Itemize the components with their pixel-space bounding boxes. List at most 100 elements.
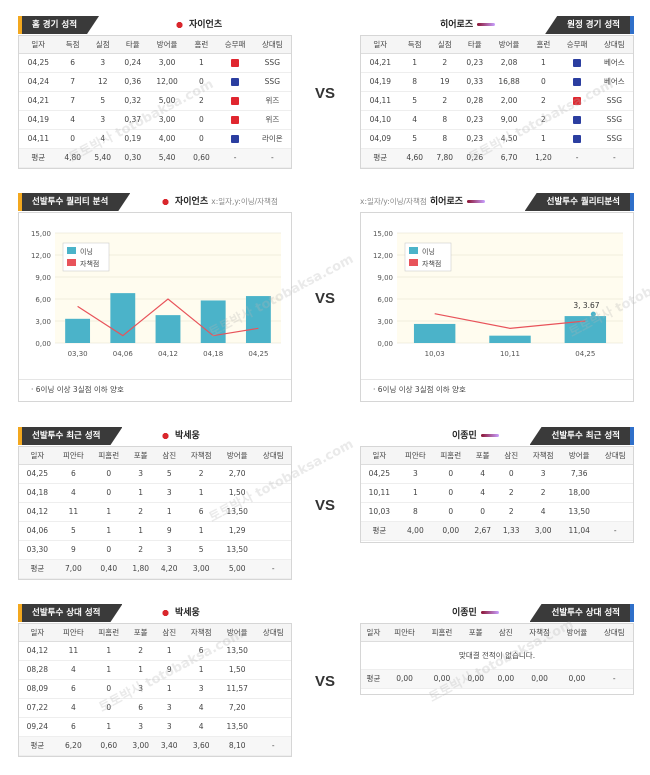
average-cell: -: [253, 148, 291, 168]
column-header: 삼진: [154, 447, 184, 465]
loss-badge-icon: [231, 97, 240, 105]
average-cell: 평균: [19, 148, 58, 168]
table-cell: 13,50: [218, 502, 256, 522]
table-cell: 0: [496, 464, 526, 484]
table-cell: 6: [55, 679, 92, 699]
table-cell: 1: [91, 660, 127, 680]
table-cell: 9: [55, 540, 92, 560]
pitcher-name-right: 이종민: [452, 604, 503, 622]
table-cell: [255, 698, 291, 718]
y-tick-label: 0,00: [377, 340, 393, 348]
table-cell: 3: [154, 698, 184, 718]
average-cell: 3,00: [525, 521, 561, 541]
note-text: 6이닝 이상 3실점 이하 양호: [377, 385, 466, 394]
table-cell: [558, 129, 596, 149]
column-header: 피홈런: [91, 624, 127, 642]
table-cell: 1: [186, 53, 217, 73]
table-row: 04,19 8 19 0,33 16,88 0 베어스: [361, 72, 633, 92]
average-cell: 0,00: [520, 669, 559, 689]
note-text: 6이닝 이상 3실점 이하 양호: [35, 385, 124, 394]
table-cell: 0,23: [459, 53, 490, 73]
average-cell: 0,26: [459, 148, 490, 168]
table-cell: 04,12: [19, 641, 56, 661]
table-cell: 7,20: [218, 698, 256, 718]
legend-swatch: [409, 247, 418, 254]
average-cell: 3,00: [126, 736, 155, 756]
average-cell: 0,00: [385, 669, 424, 689]
table-cell: 1: [154, 502, 184, 522]
column-header: 타율: [459, 36, 490, 54]
column-header: 자책점: [520, 624, 559, 642]
quality-note-left: · 6이닝 이상 3실점 이하 양호: [19, 379, 291, 399]
tab-versus-right: 선발투수 상대 성적: [529, 604, 634, 622]
table-cell: 1: [183, 521, 219, 541]
table-cell: 12: [87, 72, 118, 92]
table-cell: 2: [429, 91, 460, 111]
win-badge-icon: [573, 135, 582, 143]
legend-label: 이닝: [80, 247, 93, 256]
table-cell: 5: [183, 540, 219, 560]
average-cell: 0,00: [558, 669, 596, 689]
home-record-table: 일자 득점 실점 타율 방어율 홈런 승무패 상대팀 04,25 6 3 0,24 3,00 1 SSG 04…: [19, 36, 291, 168]
table-cell: 0,23: [459, 110, 490, 130]
column-header: 방어율: [218, 624, 256, 642]
recent-right-panel: 일자 피안타 피홈런 포볼 삼진 자책점 방어율 상대팀 04,25 3 0 4 0 3 7,36 10,11…: [360, 446, 634, 543]
average-row: 평균 7,00 0,40 1,80 4,20 3,00 5,00-: [19, 559, 291, 579]
column-header: 방어율: [147, 36, 187, 54]
table-cell: 2: [528, 110, 559, 130]
team-label: 자이언츠: [189, 20, 223, 30]
column-header: 득점: [57, 36, 88, 54]
table-cell: [255, 483, 291, 503]
x-tick-label: 04,25: [248, 350, 268, 358]
table-row: 08,28 4 1 1 9 1 1,50: [19, 660, 291, 680]
table-cell: 04,12: [19, 502, 56, 522]
table-cell: 2,08: [489, 53, 529, 73]
table-cell: 3: [87, 53, 118, 73]
table-cell: 8: [399, 72, 430, 92]
vs-label: VS: [315, 85, 336, 102]
table-cell: 0: [91, 483, 127, 503]
legend-label: 자책점: [80, 259, 99, 268]
average-cell: 0,60: [91, 736, 127, 756]
table-cell: 2: [126, 540, 155, 560]
table-row: 08,09 6 0 3 1 3 11,57: [19, 679, 291, 699]
table-cell: 2: [126, 502, 155, 522]
table-cell: 0: [91, 698, 127, 718]
quality-right-header: x:일자/y:이닝/자책점 히어로즈 선발투수 퀄리티분석: [360, 193, 634, 211]
average-cell: 평균: [19, 736, 56, 756]
average-cell: 평균: [361, 521, 398, 541]
x-tick-label: 10,11: [500, 350, 520, 358]
column-header: 자책점: [183, 447, 219, 465]
table-cell: 2,70: [218, 464, 256, 484]
tab-away-record: 원정 경기 성적: [545, 16, 634, 34]
table-row: 04,12 11 1 2 1 6 13,50: [19, 502, 291, 522]
column-header: 자책점: [183, 624, 219, 642]
table-cell: 11,57: [218, 679, 256, 699]
column-header: 피홈런: [91, 447, 127, 465]
table-cell: [558, 91, 596, 111]
giants-logo-icon: [160, 197, 171, 206]
table-cell: 11: [55, 502, 92, 522]
table-cell: 04,19: [361, 72, 400, 92]
table-row: 04,19 4 3 0,37 3,00 0 위즈: [19, 110, 291, 130]
table-cell: 6: [55, 464, 92, 484]
table-cell: 5: [399, 91, 430, 111]
table-cell: 03,30: [19, 540, 56, 560]
column-header: 삼진: [490, 624, 521, 642]
table-cell: 0: [433, 483, 469, 503]
table-cell: 1: [126, 483, 155, 503]
table-cell: 0,24: [117, 53, 148, 73]
table-row: 03,30 9 0 2 3 5 13,50: [19, 540, 291, 560]
table-cell: 4: [399, 110, 430, 130]
table-cell: 2: [525, 483, 561, 503]
loss-badge-icon: [573, 97, 582, 105]
table-row: 04,25 3 0 4 0 3 7,36: [361, 464, 633, 484]
table-cell: 0,33: [459, 72, 490, 92]
vs-label: VS: [315, 673, 336, 690]
table-cell: 9: [154, 660, 184, 680]
table-row: 04,25 6 3 0,24 3,00 1 SSG: [19, 53, 291, 73]
table-cell: 04,25: [19, 464, 56, 484]
table-cell: SSG: [595, 110, 633, 130]
table-cell: [558, 53, 596, 73]
table-cell: 3: [525, 464, 561, 484]
